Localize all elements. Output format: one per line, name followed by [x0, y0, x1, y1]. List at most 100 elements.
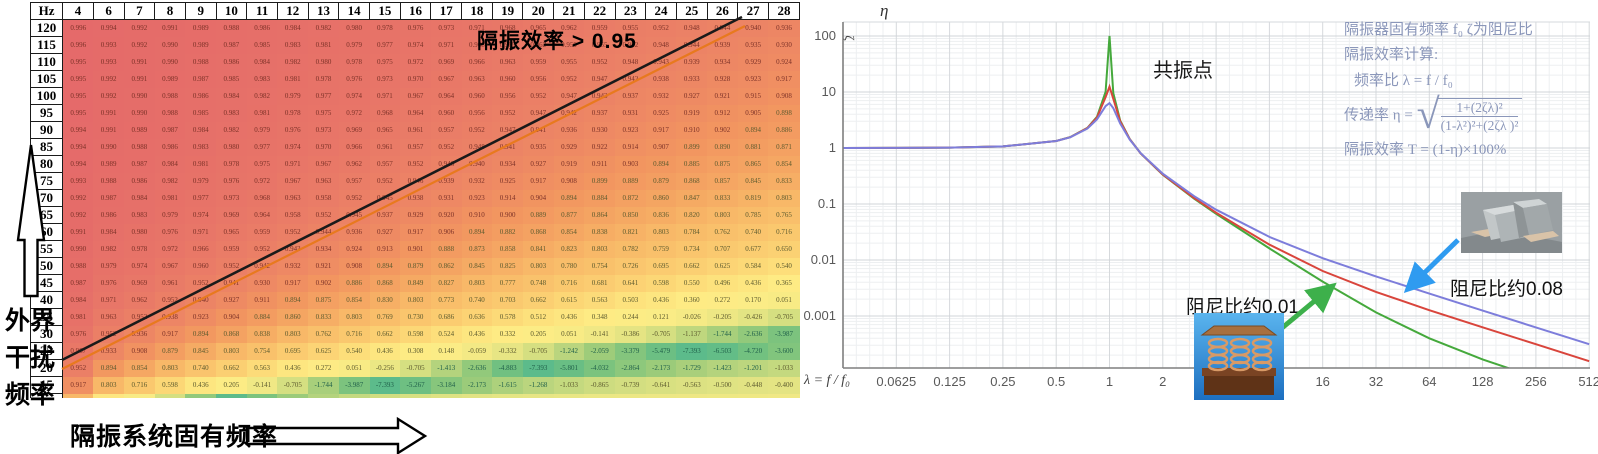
- table-cell-80-23[interactable]: 0.903: [615, 155, 646, 173]
- table-cell-45-17[interactable]: 0.827: [430, 274, 462, 292]
- col-header-26[interactable]: 26: [706, 2, 739, 20]
- table-cell-15-10[interactable]: 0.205: [216, 376, 247, 394]
- table-cell-95-25[interactable]: 0.919: [676, 104, 708, 122]
- table-cell-10-24[interactable]: -0.211: [645, 393, 677, 398]
- table-cell-30-26[interactable]: -1.744: [707, 325, 738, 343]
- table-cell-80-18[interactable]: 0.940: [461, 155, 493, 173]
- table-cell-120-16[interactable]: 0.976: [400, 19, 431, 37]
- table-cell-60-19[interactable]: 0.882: [492, 223, 523, 241]
- col-header-16[interactable]: 16: [399, 2, 432, 20]
- table-cell-75-24[interactable]: 0.879: [645, 172, 677, 190]
- table-cell-105-8[interactable]: 0.989: [154, 70, 186, 88]
- table-cell-10-27[interactable]: -0.160: [737, 393, 769, 398]
- table-cell-60-6[interactable]: 0.984: [93, 223, 125, 241]
- row-header-75[interactable]: 75: [30, 172, 64, 190]
- isolation-efficiency-table[interactable]: Hz 4 6 7 8 9 10 11 12 13 14 15 16 17 18 19 20 21 22 23 24 25 2…: [30, 2, 800, 398]
- table-cell-35-10[interactable]: 0.904: [216, 308, 247, 326]
- table-cell-40-9[interactable]: 0.940: [185, 291, 217, 309]
- table-cell-35-7[interactable]: 0.952: [124, 308, 155, 326]
- table-cell-90-23[interactable]: 0.923: [615, 121, 646, 139]
- table-cell-100-20[interactable]: 0.952: [522, 87, 554, 105]
- table-cell-65-22[interactable]: 0.864: [584, 206, 616, 224]
- col-header-23[interactable]: 23: [614, 2, 647, 20]
- table-cell-55-10[interactable]: 0.959: [216, 240, 247, 258]
- table-cell-30-19[interactable]: 0.332: [492, 325, 523, 343]
- table-cell-25-19[interactable]: -0.332: [492, 342, 523, 360]
- table-cell-95-28[interactable]: 0.898: [768, 104, 800, 122]
- table-cell-55-16[interactable]: 0.901: [400, 240, 431, 258]
- table-cell-50-7[interactable]: 0.974: [124, 257, 155, 275]
- table-cell-110-23[interactable]: 0.948: [615, 53, 646, 71]
- table-cell-105-7[interactable]: 0.991: [124, 70, 155, 88]
- table-cell-75-23[interactable]: 0.889: [615, 172, 646, 190]
- table-cell-110-6[interactable]: 0.993: [93, 53, 125, 71]
- table-cell-25-18[interactable]: -0.059: [461, 342, 493, 360]
- table-cell-35-13[interactable]: 0.833: [308, 308, 339, 326]
- table-cell-120-17[interactable]: 0.973: [430, 19, 462, 37]
- table-cell-100-9[interactable]: 0.986: [185, 87, 217, 105]
- table-cell-40-17[interactable]: 0.773: [430, 291, 462, 309]
- table-cell-85-17[interactable]: 0.952: [430, 138, 462, 156]
- table-cell-75-4[interactable]: 0.993: [62, 172, 94, 190]
- table-cell-120-7[interactable]: 0.992: [124, 19, 155, 37]
- row-header-10[interactable]: 10: [30, 393, 64, 398]
- row-header-85[interactable]: 85: [30, 138, 64, 156]
- table-cell-70-20[interactable]: 0.904: [522, 189, 554, 207]
- table-cell-95-22[interactable]: 0.937: [584, 104, 616, 122]
- table-cell-30-28[interactable]: -3.987: [768, 325, 800, 343]
- table-cell-110-10[interactable]: 0.986: [216, 53, 247, 71]
- table-cell-10-6[interactable]: 0.436: [93, 393, 125, 398]
- table-cell-45-26[interactable]: 0.496: [707, 274, 738, 292]
- table-cell-80-21[interactable]: 0.919: [553, 155, 585, 173]
- table-cell-100-26[interactable]: 0.921: [707, 87, 738, 105]
- table-cell-80-10[interactable]: 0.978: [216, 155, 247, 173]
- table-cell-10-19[interactable]: -0.384: [492, 393, 523, 398]
- table-cell-55-11[interactable]: 0.952: [246, 240, 278, 258]
- table-cell-10-21[interactable]: -0.295: [553, 393, 585, 398]
- table-cell-110-15[interactable]: 0.975: [369, 53, 401, 71]
- table-cell-120-24[interactable]: 0.952: [645, 19, 677, 37]
- table-cell-110-9[interactable]: 0.988: [185, 53, 217, 71]
- table-cell-120-6[interactable]: 0.994: [93, 19, 125, 37]
- table-cell-10-4[interactable]: 0.803: [62, 393, 94, 398]
- table-cell-15-7[interactable]: 0.716: [124, 376, 155, 394]
- table-cell-35-15[interactable]: 0.769: [369, 308, 401, 326]
- table-cell-60-11[interactable]: 0.959: [246, 223, 278, 241]
- table-cell-100-18[interactable]: 0.960: [461, 87, 493, 105]
- table-cell-85-13[interactable]: 0.970: [308, 138, 339, 156]
- table-cell-30-20[interactable]: 0.205: [522, 325, 554, 343]
- table-cell-50-19[interactable]: 0.825: [492, 257, 523, 275]
- table-cell-50-12[interactable]: 0.932: [277, 257, 309, 275]
- table-cell-70-28[interactable]: 0.803: [768, 189, 800, 207]
- table-cell-80-14[interactable]: 0.962: [338, 155, 370, 173]
- table-cell-90-25[interactable]: 0.910: [676, 121, 708, 139]
- table-cell-40-19[interactable]: 0.703: [492, 291, 523, 309]
- table-cell-20-21[interactable]: -5.801: [553, 359, 585, 377]
- col-header-7[interactable]: 7: [123, 2, 156, 20]
- table-cell-40-8[interactable]: 0.952: [154, 291, 186, 309]
- table-cell-80-13[interactable]: 0.967: [308, 155, 339, 173]
- table-cell-95-14[interactable]: 0.972: [338, 104, 370, 122]
- table-cell-75-6[interactable]: 0.988: [93, 172, 125, 190]
- table-cell-85-27[interactable]: 0.881: [737, 138, 769, 156]
- table-cell-30-22[interactable]: -0.141: [584, 325, 616, 343]
- table-cell-25-13[interactable]: 0.625: [308, 342, 339, 360]
- table-cell-120-10[interactable]: 0.988: [216, 19, 247, 37]
- table-cell-80-25[interactable]: 0.885: [676, 155, 708, 173]
- col-header-21[interactable]: 21: [553, 2, 585, 20]
- table-cell-95-17[interactable]: 0.960: [430, 104, 462, 122]
- table-cell-100-15[interactable]: 0.971: [369, 87, 401, 105]
- table-cell-60-4[interactable]: 0.991: [62, 223, 94, 241]
- table-cell-45-16[interactable]: 0.849: [400, 274, 431, 292]
- table-cell-110-26[interactable]: 0.934: [707, 53, 738, 71]
- table-cell-100-12[interactable]: 0.979: [277, 87, 309, 105]
- table-cell-15-13[interactable]: -1.744: [308, 376, 339, 394]
- table-cell-30-10[interactable]: 0.868: [216, 325, 247, 343]
- col-header-15[interactable]: 15: [369, 2, 401, 20]
- table-cell-40-26[interactable]: 0.272: [707, 291, 738, 309]
- table-cell-15-6[interactable]: 0.803: [93, 376, 125, 394]
- table-cell-55-25[interactable]: 0.734: [676, 240, 708, 258]
- table-cell-15-25[interactable]: -0.563: [676, 376, 708, 394]
- table-cell-110-16[interactable]: 0.972: [400, 53, 431, 71]
- table-cell-70-23[interactable]: 0.872: [615, 189, 646, 207]
